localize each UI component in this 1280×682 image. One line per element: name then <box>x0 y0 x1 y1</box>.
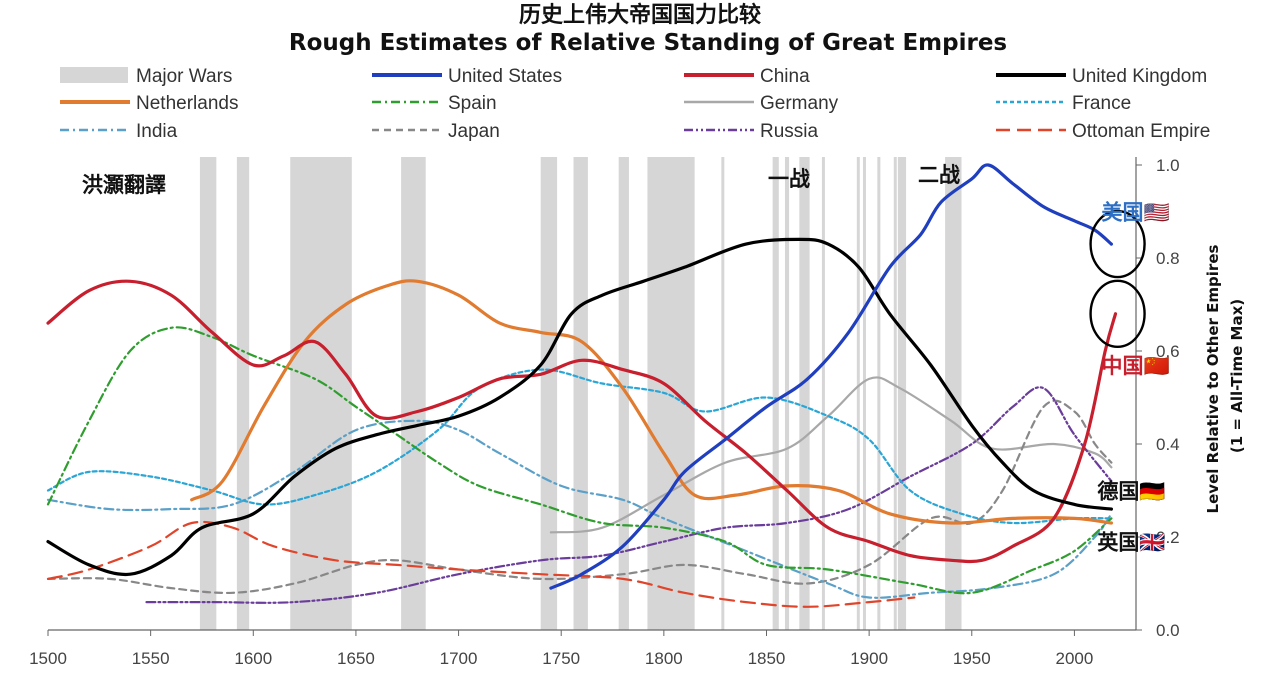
series-line-india <box>46 419 1113 599</box>
series-line-germany <box>549 376 1113 534</box>
x-tick-label-1900: 1900 <box>850 649 888 668</box>
war-band-6 <box>618 157 629 630</box>
legend-label-united-states: United States <box>448 66 562 87</box>
legend-label-major-wars: Major Wars <box>136 66 232 87</box>
major-wars-bands <box>199 157 962 630</box>
x-tick-label-1700: 1700 <box>440 649 478 668</box>
series-line-united-states <box>549 163 1113 590</box>
x-tick-label-1950: 1950 <box>953 649 991 668</box>
war-band-11 <box>799 157 810 630</box>
series-line-united-kingdom <box>46 237 1113 577</box>
legend-label-china: China <box>760 66 810 87</box>
legend-label-france: France <box>1072 93 1131 114</box>
x-tick-label-1850: 1850 <box>748 649 786 668</box>
war-band-13 <box>856 157 860 630</box>
highlight-circle-1 <box>1089 279 1146 348</box>
country-label-1: 中国🇨🇳 <box>1101 354 1169 378</box>
legend-label-netherlands: Netherlands <box>136 93 238 114</box>
war-band-2 <box>290 157 352 630</box>
country-label-3: 英国🇬🇧 <box>1097 531 1165 555</box>
legend: Major Wars United States China United Kingd… <box>60 66 1210 142</box>
y-axis-label-line2: (1 = All-Time Max) <box>1228 299 1246 453</box>
legend-label-ottoman-empire: Ottoman Empire <box>1072 121 1210 142</box>
axes <box>48 157 1137 631</box>
legend-label-japan: Japan <box>448 121 500 142</box>
legend-label-germany: Germany <box>760 93 839 114</box>
war-band-4 <box>540 157 558 630</box>
war-band-15 <box>877 157 881 630</box>
series-lines <box>46 163 1118 608</box>
series-line-spain <box>46 326 1113 595</box>
x-tick-label-1800: 1800 <box>645 649 683 668</box>
war-band-3 <box>401 157 426 630</box>
chart-subtitle: Rough Estimates of Relative Standing of … <box>289 30 1007 56</box>
y-tick-label-0.8: 0.8 <box>1156 249 1180 268</box>
y-axis-label-line1: Level Relative to Other Empires <box>1204 245 1222 514</box>
ww2-label: 二战 <box>918 163 960 187</box>
war-band-17 <box>897 157 907 630</box>
war-band-0 <box>199 157 217 630</box>
highlight-circles <box>1089 209 1146 348</box>
war-band-7 <box>647 157 695 630</box>
war-band-12 <box>821 157 825 630</box>
x-tick-label-1500: 1500 <box>29 649 67 668</box>
series-line-russia <box>145 386 1113 604</box>
country-label-2: 德国🇩🇪 <box>1097 480 1165 504</box>
y-tick-label-0.0: 0.0 <box>1156 621 1180 640</box>
country-labels: 美国🇺🇸 中国🇨🇳 德国🇩🇪 英国🇬🇧 <box>1097 201 1169 555</box>
watermark-label: 洪灝翻譯 <box>82 173 166 197</box>
highlight-circle-0 <box>1089 209 1146 279</box>
legend-label-india: India <box>136 121 178 142</box>
country-label-0: 美国🇺🇸 <box>1101 201 1169 225</box>
y-tick-label-0.2: 0.2 <box>1156 528 1180 547</box>
war-band-14 <box>862 157 866 630</box>
legend-label-united-kingdom: United Kingdom <box>1072 66 1207 87</box>
war-band-1 <box>236 157 250 630</box>
series-line-france <box>46 368 1113 525</box>
chart-title: 历史上伟大帝国国力比较 <box>519 2 761 28</box>
x-tick-label-1750: 1750 <box>542 649 580 668</box>
x-tick-label-1650: 1650 <box>337 649 375 668</box>
series-line-japan <box>46 399 1113 595</box>
x-tick-label-1550: 1550 <box>132 649 170 668</box>
ww1-label: 一战 <box>768 167 810 191</box>
war-band-5 <box>573 157 588 630</box>
y-tick-label-0.4: 0.4 <box>1156 435 1180 454</box>
y-tick-label-1.0: 1.0 <box>1156 156 1180 175</box>
legend-label-russia: Russia <box>760 121 819 142</box>
y-tick-labels: 0.0 0.2 0.4 0.6 0.8 1.0 <box>1136 156 1180 640</box>
x-tick-labels: 1500 1550 1600 1650 1700 1750 1800 1850 1900 1950… <box>29 630 1093 668</box>
y-tick-label-0.6: 0.6 <box>1156 342 1180 361</box>
series-line-ottoman-empire <box>46 520 916 608</box>
legend-swatch-major-wars <box>60 67 128 83</box>
series-line-china <box>46 279 1118 564</box>
x-tick-label-1600: 1600 <box>234 649 272 668</box>
series-line-netherlands <box>190 279 1113 525</box>
war-band-8 <box>721 157 725 630</box>
x-tick-label-2000: 2000 <box>1056 649 1094 668</box>
legend-label-spain: Spain <box>448 93 497 114</box>
war-band-16 <box>893 157 897 630</box>
war-band-9 <box>772 157 779 630</box>
